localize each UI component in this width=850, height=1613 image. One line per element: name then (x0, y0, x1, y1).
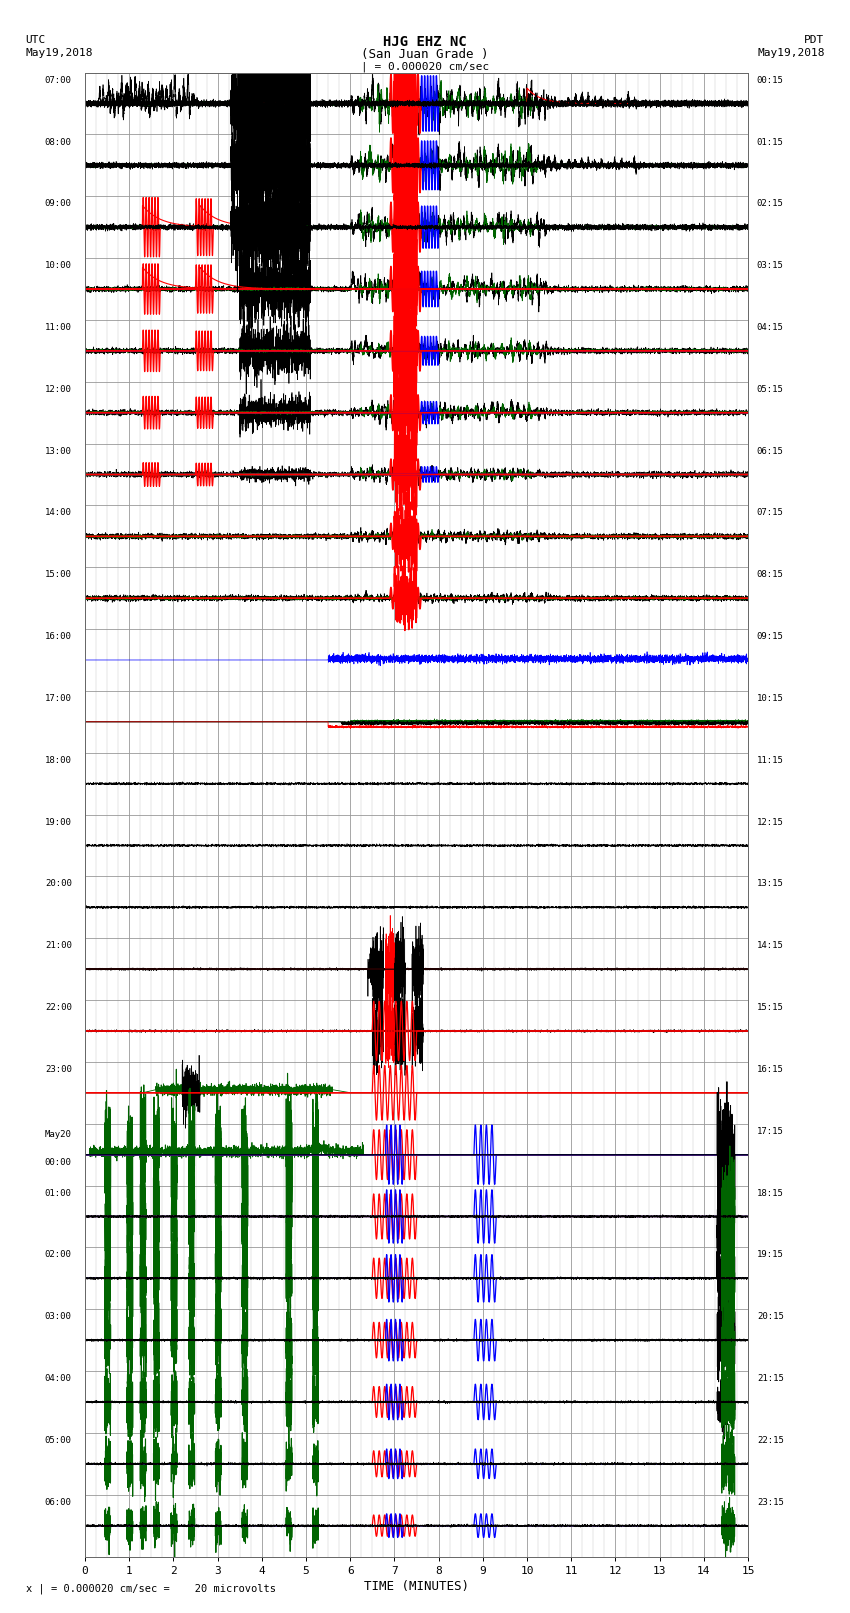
Text: 01:00: 01:00 (45, 1189, 71, 1197)
Text: May19,2018: May19,2018 (26, 48, 93, 58)
Text: 18:15: 18:15 (756, 1189, 784, 1197)
Text: (San Juan Grade ): (San Juan Grade ) (361, 48, 489, 61)
Text: 13:00: 13:00 (45, 447, 71, 455)
Text: 12:00: 12:00 (45, 386, 71, 394)
Text: PDT: PDT (804, 35, 824, 45)
Text: 11:00: 11:00 (45, 323, 71, 332)
Text: 13:15: 13:15 (756, 879, 784, 889)
Text: 03:15: 03:15 (756, 261, 784, 269)
Text: 19:00: 19:00 (45, 818, 71, 826)
Text: 05:00: 05:00 (45, 1436, 71, 1445)
Text: 02:15: 02:15 (756, 200, 784, 208)
Text: 16:15: 16:15 (756, 1065, 784, 1074)
Text: 20:00: 20:00 (45, 879, 71, 889)
Text: 06:00: 06:00 (45, 1498, 71, 1507)
Text: 07:15: 07:15 (756, 508, 784, 518)
Text: 10:15: 10:15 (756, 694, 784, 703)
Text: 03:00: 03:00 (45, 1313, 71, 1321)
Text: 23:00: 23:00 (45, 1065, 71, 1074)
Text: 14:00: 14:00 (45, 508, 71, 518)
Text: 00:15: 00:15 (756, 76, 784, 84)
Text: 22:15: 22:15 (756, 1436, 784, 1445)
Text: 15:15: 15:15 (756, 1003, 784, 1011)
Text: 04:00: 04:00 (45, 1374, 71, 1382)
Text: x | = 0.000020 cm/sec =    20 microvolts: x | = 0.000020 cm/sec = 20 microvolts (26, 1582, 275, 1594)
Text: 19:15: 19:15 (756, 1250, 784, 1260)
Text: 02:00: 02:00 (45, 1250, 71, 1260)
Text: 12:15: 12:15 (756, 818, 784, 826)
Text: 05:15: 05:15 (756, 386, 784, 394)
Text: 23:15: 23:15 (756, 1498, 784, 1507)
Text: 17:15: 17:15 (756, 1127, 784, 1136)
Text: | = 0.000020 cm/sec: | = 0.000020 cm/sec (361, 61, 489, 73)
Text: 10:00: 10:00 (45, 261, 71, 269)
Text: May20: May20 (45, 1129, 71, 1139)
Text: 18:00: 18:00 (45, 756, 71, 765)
Text: UTC: UTC (26, 35, 46, 45)
Text: 01:15: 01:15 (756, 137, 784, 147)
Text: 07:00: 07:00 (45, 76, 71, 84)
Text: 06:15: 06:15 (756, 447, 784, 455)
Text: 16:00: 16:00 (45, 632, 71, 640)
Text: 21:15: 21:15 (756, 1374, 784, 1382)
Text: 00:00: 00:00 (45, 1158, 71, 1166)
Text: 15:00: 15:00 (45, 571, 71, 579)
Text: 09:15: 09:15 (756, 632, 784, 640)
X-axis label: TIME (MINUTES): TIME (MINUTES) (364, 1579, 469, 1592)
Text: 22:00: 22:00 (45, 1003, 71, 1011)
Text: 20:15: 20:15 (756, 1313, 784, 1321)
Text: 08:15: 08:15 (756, 571, 784, 579)
Text: 11:15: 11:15 (756, 756, 784, 765)
Text: 09:00: 09:00 (45, 200, 71, 208)
Text: May19,2018: May19,2018 (757, 48, 824, 58)
Text: 08:00: 08:00 (45, 137, 71, 147)
Text: 21:00: 21:00 (45, 942, 71, 950)
Text: 04:15: 04:15 (756, 323, 784, 332)
Text: 17:00: 17:00 (45, 694, 71, 703)
Text: HJG EHZ NC: HJG EHZ NC (383, 35, 467, 50)
Text: 14:15: 14:15 (756, 942, 784, 950)
